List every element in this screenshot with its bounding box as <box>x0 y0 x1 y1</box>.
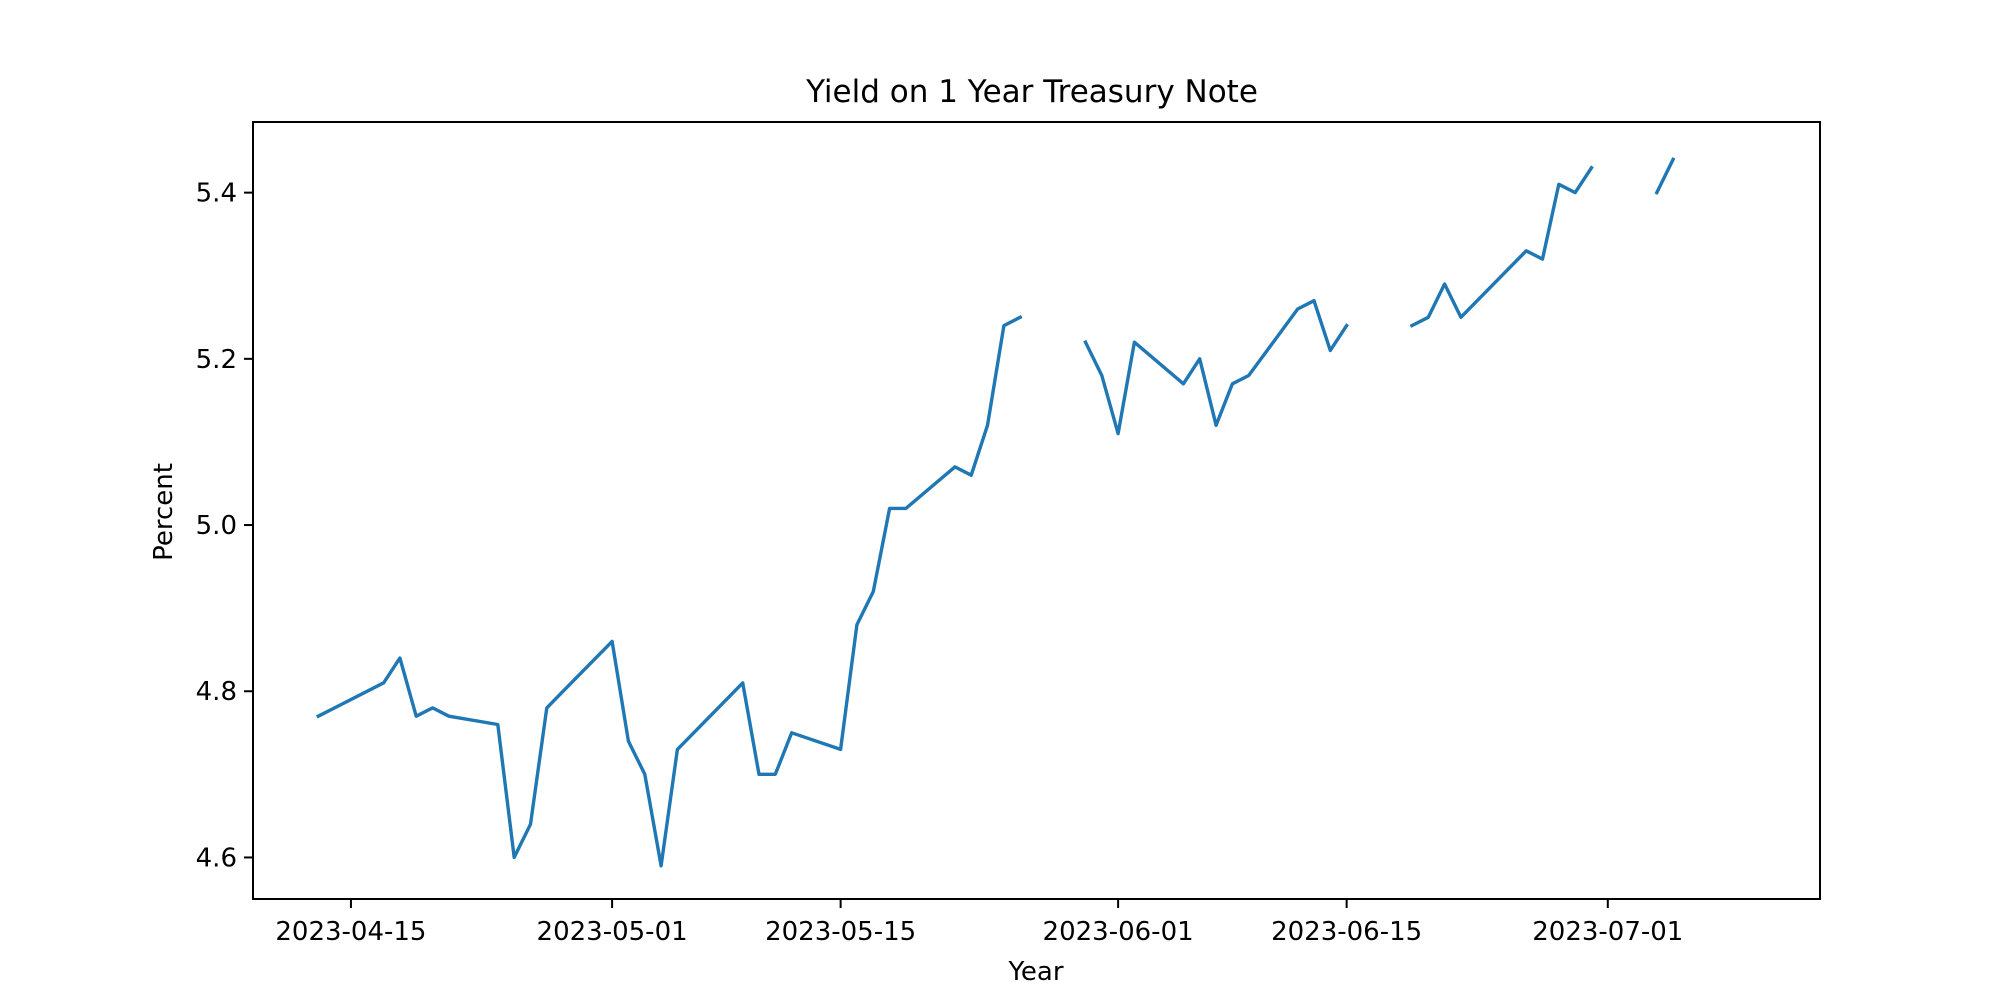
y-axis: 4.6 4.8 5.0 5.2 5.4 <box>196 179 253 873</box>
x-axis-label: Year <box>1007 957 1063 987</box>
x-tick-label: 2023-06-01 <box>1043 917 1194 947</box>
x-tick-label: 2023-05-01 <box>537 917 688 947</box>
x-tick-label: 2023-04-15 <box>275 917 426 947</box>
series-line-segment <box>1409 165 1594 328</box>
y-tick-label: 5.4 <box>196 179 237 209</box>
x-tick-label: 2023-06-15 <box>1271 917 1422 947</box>
chart-title: Yield on 1 Year Treasury Note <box>805 74 1258 110</box>
y-axis-label: Percent <box>149 463 179 561</box>
y-tick-label: 4.6 <box>196 843 237 873</box>
x-tick-label: 2023-07-01 <box>1532 917 1683 947</box>
series-line-segment <box>1654 157 1676 195</box>
x-tick-label: 2023-05-15 <box>765 917 916 947</box>
y-tick-label: 4.8 <box>196 677 237 707</box>
series-line-segment <box>316 315 1023 868</box>
y-tick-label: 5.0 <box>196 511 237 541</box>
x-axis: 2023-04-15 2023-05-01 2023-05-15 2023-06-01… <box>275 899 1683 947</box>
plot-frame <box>252 121 1821 900</box>
series-line-segment <box>1083 299 1349 436</box>
series-layer <box>316 157 1676 868</box>
y-tick-label: 5.2 <box>196 345 237 375</box>
